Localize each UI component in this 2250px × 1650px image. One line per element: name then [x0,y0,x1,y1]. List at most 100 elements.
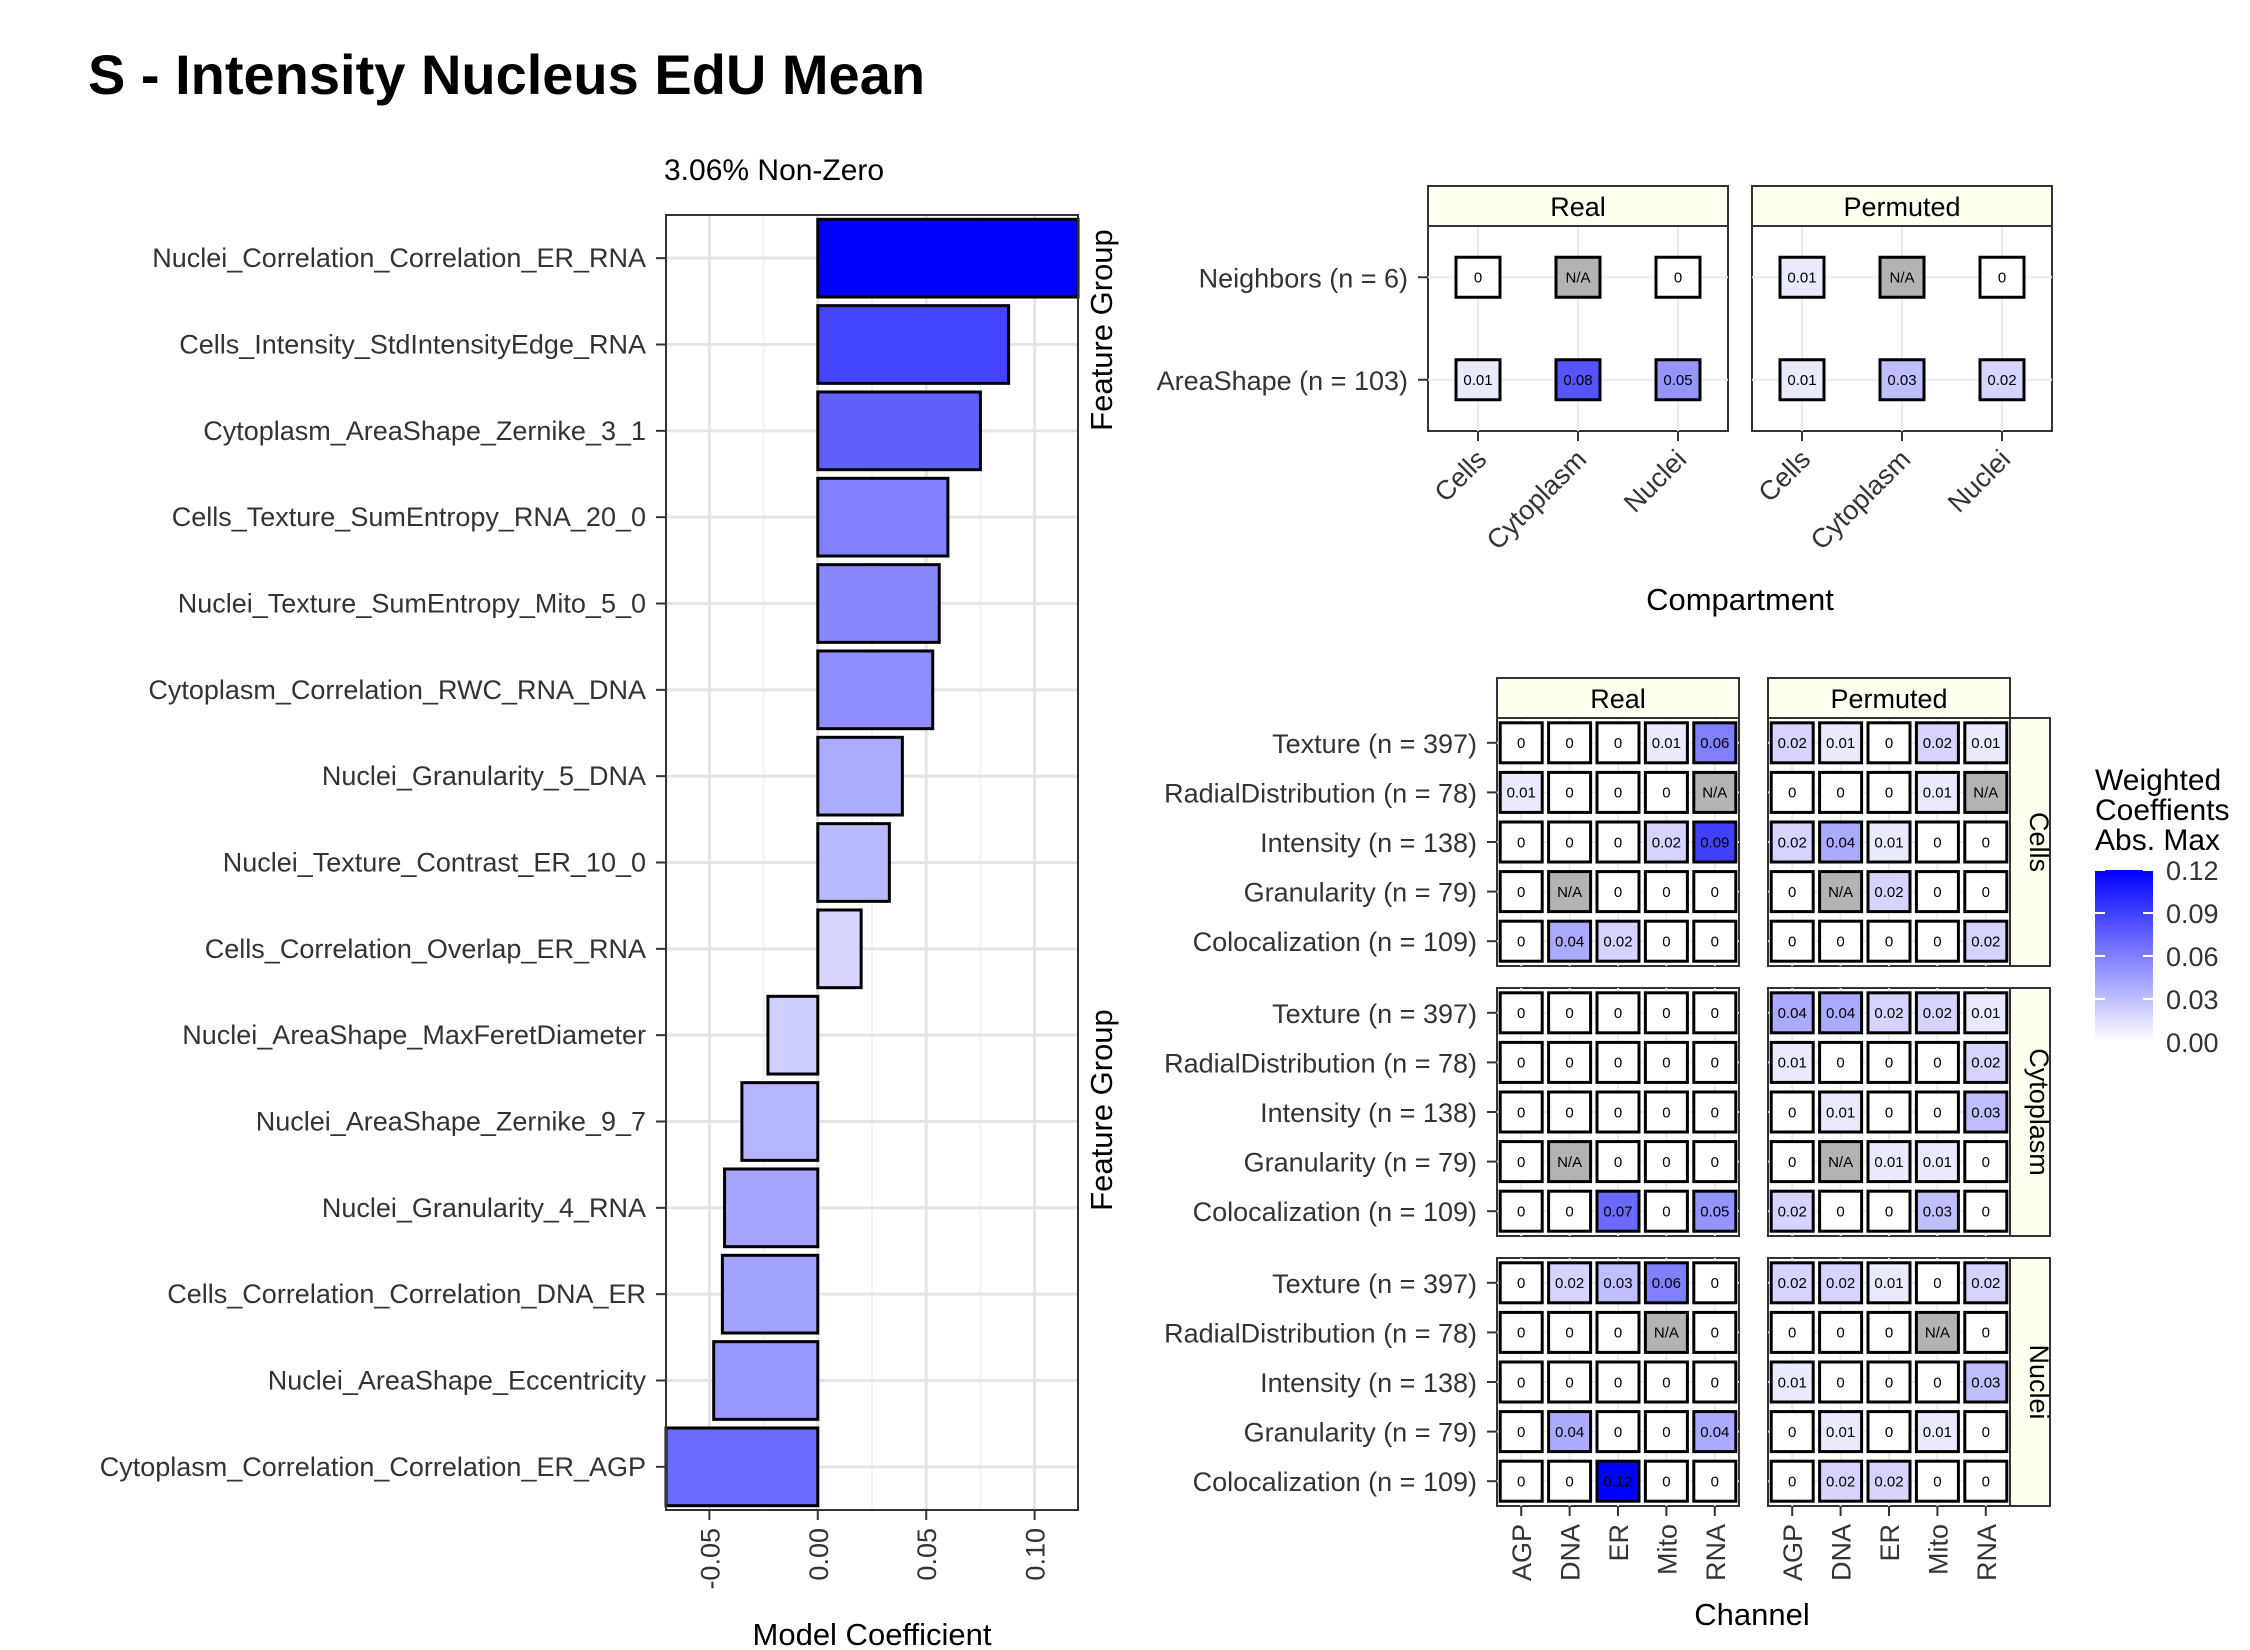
heatmap-cell-label: 0.02 [1778,1203,1807,1220]
heatmap-cell [1595,1360,1641,1404]
heatmap-cell-label: 0 [1517,933,1525,950]
channel-y-tick-label: RadialDistribution (n = 78) [1164,1318,1477,1348]
heatmap-cell-label: 0 [1662,884,1670,901]
channel-y-tick-label: Texture (n = 397) [1272,1269,1477,1299]
heatmap-cell [1914,1410,1960,1454]
heatmap-cell-label: 0.03 [1971,1374,2000,1391]
bar [712,1340,820,1421]
channel-y-tick-label: Texture (n = 397) [1272,729,1477,759]
heatmap-cell [1866,991,1912,1035]
bar [816,735,904,817]
bar [723,1167,820,1249]
heatmap-cell-label: 0 [1933,884,1941,901]
heatmap-cell [1769,1140,1815,1184]
heatmap-cell-label: 0 [1885,1055,1893,1072]
heatmap-cell [1866,870,1912,914]
heatmap-cell [1963,721,2009,765]
bar [740,1081,820,1162]
heatmap-cell-label: 0 [1933,1104,1941,1121]
heatmap-cell [1547,919,1593,963]
heatmap-cell-label: 0 [1711,1374,1719,1391]
heatmap-cell [1818,1090,1864,1134]
heatmap-cell [1498,1040,1544,1084]
compartment-x-tick-label: Cells [1753,444,1817,508]
heatmap-cell [1547,820,1593,864]
bar-category-label: Nuclei_AreaShape_Zernike_9_7 [256,1107,646,1137]
bar-chart: 3.06% Non-Zero Nuclei_Correlation_Correl… [100,154,1080,1650]
heatmap-cell-label: 0.02 [1971,1055,2000,1072]
heatmap-cell-label: 0.01 [1778,1055,1807,1072]
heatmap-cell [1769,721,1815,765]
heatmap-cell-label: 0 [1662,1424,1670,1441]
heatmap-cell-label: 0 [1711,1154,1719,1171]
heatmap-cell-label: 0.07 [1603,1203,1632,1220]
channel-y-tick-label: Granularity (n = 79) [1244,1418,1477,1448]
heatmap-cell [1643,1040,1689,1084]
heatmap-cell-label: 0 [1711,1055,1719,1072]
heatmap-cell [1643,870,1689,914]
bar-x-ticks: -0.05 0.00 0.05 0.10 [695,1510,1051,1590]
channel-x-tick-label: Mito [1923,1524,1953,1575]
heatmap-cell-label: 0.04 [1826,1005,1855,1022]
heatmap-cell [1914,721,1960,765]
heatmap-cell-label: 0 [1711,884,1719,901]
heatmap-cell [1595,919,1641,963]
facet-row-strip [2009,987,2051,1237]
heatmap-cell-label: 0 [1517,735,1525,752]
heatmap-cell [1963,1189,2009,1233]
heatmap-cell-label: 0 [1614,735,1622,752]
heatmap-cell [1692,991,1738,1035]
heatmap-cell-label: N/A [1828,884,1853,901]
heatmap-cell [1692,1310,1738,1354]
bar [816,822,891,903]
heatmap-cell-label: 0.02 [1603,933,1632,950]
compartment-x-axis-title: Compartment [1646,582,1834,617]
heatmap-cell-label: 0 [1662,1104,1670,1121]
heatmap-cell [1866,1040,1912,1084]
heatmap-cell-label: 0 [1836,1203,1844,1220]
heatmap-cell [1643,721,1689,765]
heatmap-cell [1595,991,1641,1035]
heatmap-cell [1595,1459,1641,1503]
heatmap-cell-label: 0.01 [1874,834,1903,851]
heatmap-cell [1547,1410,1593,1454]
heatmap-cell [1914,1189,1960,1233]
bar-category-label: Cytoplasm_Correlation_RWC_RNA_DNA [148,675,646,705]
heatmap-cell-label: 0 [1614,884,1622,901]
heatmap-cell [1692,820,1738,864]
heatmap-cell [1454,255,1502,299]
heatmap-cell-label: N/A [1702,785,1727,802]
bar [816,649,935,731]
heatmap-cell-label: 0 [1614,785,1622,802]
heatmap-cell-label: 0.03 [1887,372,1916,389]
compartment-x-tick-label: Cytoplasm [1481,444,1592,555]
bar-category-label: Nuclei_Granularity_4_RNA [322,1193,646,1223]
compartment-x-tick-label: Cells [1429,444,1493,508]
bar-category-label: Cytoplasm_Correlation_Correlation_ER_AGP [100,1452,646,1482]
color-legend: Weighted Coeffients Abs. Max 0.12 0.09 0.0… [2095,764,2230,1058]
heatmap-cell-label: 0 [1517,1325,1525,1342]
heatmap-cell-label: 0 [1836,1374,1844,1391]
heatmap-cell-label: 0 [1614,1424,1622,1441]
heatmap-cell [1963,1459,2009,1503]
heatmap-cell [1818,1459,1864,1503]
heatmap-cell [1595,770,1641,814]
heatmap-cell-label: 0 [1565,834,1573,851]
heatmap-cell-label: 0 [1662,933,1670,950]
heatmap-cell [1914,1459,1960,1503]
heatmap-cell-label: 0 [1885,1203,1893,1220]
channel-y-axis-title: Feature Group [1084,1009,1119,1211]
heatmap-cell-label: 0 [1788,1424,1796,1441]
heatmap-cell-label: 0.01 [1874,1154,1903,1171]
heatmap-cell-label: N/A [1654,1325,1679,1342]
bar-category-label: Nuclei_AreaShape_MaxFeretDiameter [182,1020,646,1050]
heatmap-cell-label: 0.02 [1971,933,2000,950]
heatmap-cell-label: 0 [1788,785,1796,802]
heatmap-cell-label: 0.04 [1778,1005,1807,1022]
bar-category-label: Cells_Correlation_Correlation_DNA_ER [167,1279,646,1309]
heatmap-cell-label: 0 [1836,1055,1844,1072]
bar-category-label: Nuclei_Granularity_5_DNA [322,761,646,791]
facet-strip-label: Real [1590,684,1646,714]
